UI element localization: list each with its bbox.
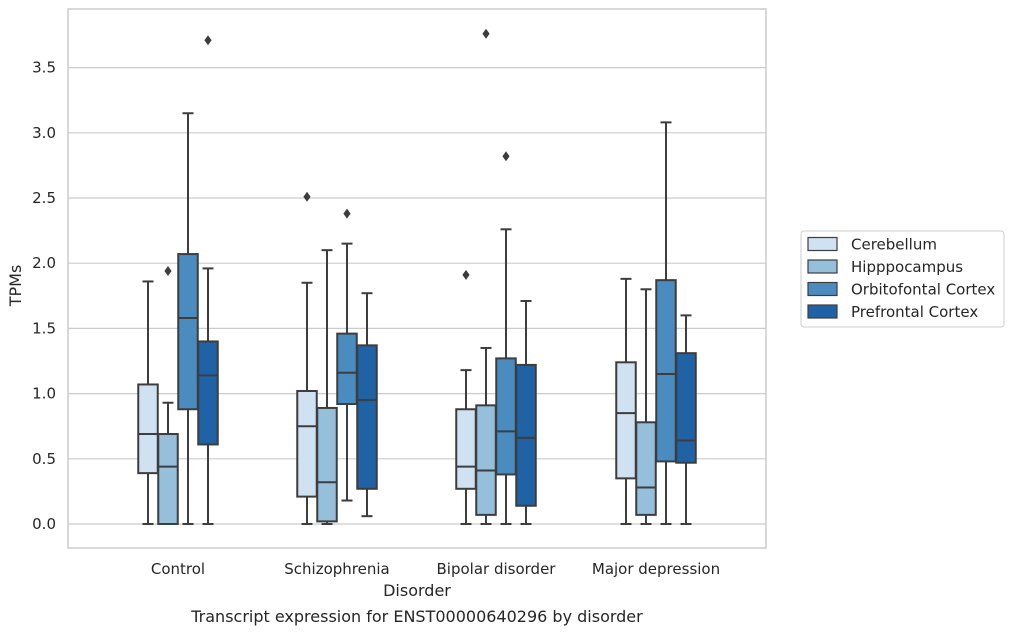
box-iqr xyxy=(157,433,179,525)
chart-title: Transcript expression for ENST0000064029… xyxy=(190,607,643,626)
x-tick-label: Major depression xyxy=(592,560,720,578)
box-iqr xyxy=(515,363,537,507)
y-axis-ticks: 0.0 0.5 1.0 1.5 2.0 2.5 3.0 3.5 xyxy=(32,59,56,533)
y-tick-label: 0.0 xyxy=(32,515,56,533)
box-iqr xyxy=(495,357,517,476)
box-plot xyxy=(157,266,179,525)
outlier-point xyxy=(462,269,470,280)
series-prefrontal-cortex xyxy=(197,35,697,525)
legend-label: Cerebellum xyxy=(851,236,937,254)
legend-label: Hipppocampus xyxy=(851,258,963,276)
box-plot xyxy=(515,300,537,525)
legend-item: Cerebellum xyxy=(807,236,937,254)
box-iqr xyxy=(615,361,637,480)
legend-swatch xyxy=(807,259,838,274)
box-plot xyxy=(455,269,477,525)
box-plot xyxy=(655,121,677,525)
box-plot xyxy=(475,28,497,525)
outlier-point xyxy=(482,28,490,39)
x-axis-ticks: Control Schizophrenia Bipolar disorder Majo… xyxy=(151,560,720,578)
box-iqr xyxy=(356,344,378,490)
y-tick-label: 2.5 xyxy=(32,189,56,207)
outlier-point xyxy=(343,208,351,219)
series-cerebellum xyxy=(137,191,637,525)
series-hipppocampus xyxy=(157,28,657,525)
box-plot xyxy=(197,35,219,525)
box-plot xyxy=(615,277,637,525)
box-iqr xyxy=(316,406,338,523)
y-tick-label: 0.5 xyxy=(32,450,56,468)
legend-swatch xyxy=(807,236,838,252)
y-axis-label: TPMs xyxy=(6,265,25,308)
x-tick-label: Bipolar disorder xyxy=(437,560,557,578)
x-axis-label: Disorder xyxy=(383,581,451,600)
box-plot xyxy=(316,249,338,525)
outlier-point xyxy=(164,266,172,277)
box-plot xyxy=(356,292,378,518)
y-tick-label: 3.5 xyxy=(32,59,56,77)
legend: Cerebellum Hipppocampus Orbitofontal Corte… xyxy=(800,230,1005,328)
box-plot xyxy=(635,288,657,525)
legend-label: Prefrontal Cortex xyxy=(851,303,978,321)
x-tick-label: Schizophrenia xyxy=(284,560,389,578)
box-plots xyxy=(137,28,697,525)
box-iqr xyxy=(635,421,657,516)
box-iqr xyxy=(137,383,159,475)
series-orbitofontal-cortex xyxy=(177,112,677,525)
box-iqr xyxy=(455,408,477,490)
y-tick-label: 1.0 xyxy=(32,385,56,403)
box-iqr xyxy=(177,253,199,411)
legend-item: Prefrontal Cortex xyxy=(807,303,978,321)
outlier-point xyxy=(303,191,311,202)
box-plot xyxy=(495,151,517,525)
box-iqr xyxy=(655,279,677,463)
y-tick-label: 1.5 xyxy=(32,319,56,337)
box-plot xyxy=(296,191,318,525)
box-iqr xyxy=(296,389,318,498)
box-plot xyxy=(177,112,199,525)
y-tick-label: 2.0 xyxy=(32,254,56,272)
legend-item: Orbitofontal Cortex xyxy=(807,281,995,299)
outlier-point xyxy=(204,35,212,46)
box-iqr xyxy=(197,340,219,446)
legend-frame xyxy=(800,230,1005,328)
box-iqr xyxy=(336,332,358,406)
outlier-point xyxy=(502,151,510,162)
box-iqr xyxy=(475,404,497,516)
x-tick-label: Control xyxy=(151,560,205,578)
plot-frame xyxy=(67,8,767,549)
legend-label: Orbitofontal Cortex xyxy=(851,281,995,299)
legend-swatch xyxy=(807,304,838,319)
box-plot xyxy=(675,314,697,525)
box-iqr xyxy=(675,352,697,464)
legend-swatch xyxy=(807,281,838,297)
box-plot xyxy=(137,280,159,525)
legend-item: Hipppocampus xyxy=(807,258,963,276)
y-tick-label: 3.0 xyxy=(32,124,56,142)
box-plot xyxy=(336,208,358,502)
